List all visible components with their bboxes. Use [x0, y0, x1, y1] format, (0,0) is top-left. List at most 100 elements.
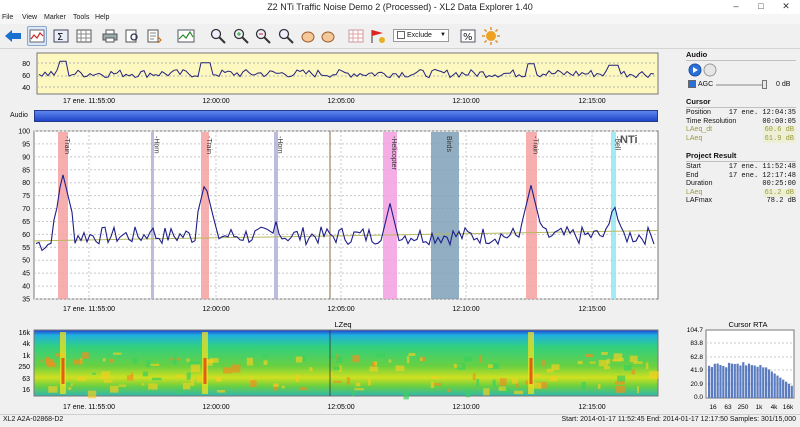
- maximize-button[interactable]: □: [758, 1, 764, 11]
- spectrogram-cell: [598, 359, 609, 367]
- spectrogram-cell: [182, 382, 191, 390]
- rta-x-tick: 63: [724, 404, 732, 411]
- minimize-button[interactable]: –: [733, 1, 739, 11]
- cursor-rta-chart[interactable]: Cursor RTA 104.7 83.8 62.8 41.9 20.9 0.0…: [678, 318, 798, 414]
- spectrogram-event: [61, 358, 65, 384]
- rta-y-tick: 41.9: [690, 367, 703, 374]
- marker-band[interactable]: [383, 132, 397, 299]
- menu-tools[interactable]: Tools: [73, 14, 90, 21]
- marker-band[interactable]: [201, 132, 209, 299]
- rta-bar: [765, 367, 768, 398]
- marker-band[interactable]: [274, 132, 278, 299]
- exclude-checkbox[interactable]: [397, 31, 405, 40]
- rta-bar: [762, 367, 765, 398]
- spectrogram-cell: [151, 377, 162, 381]
- rta-x-tick: 250: [738, 404, 749, 411]
- marker-label: Birds: [445, 136, 452, 152]
- cursor-row: LAeq 61.9 dB: [686, 134, 796, 143]
- marker-band[interactable]: [611, 132, 616, 299]
- play-icon[interactable]: [688, 63, 702, 77]
- overview-x-tick: 17 ene. 11:55:00: [63, 98, 115, 105]
- spectrogram-cell: [420, 356, 426, 362]
- sun-icon[interactable]: [481, 26, 501, 46]
- spectrogram-cell: [186, 372, 191, 380]
- cursor-row: LAeq_dt 60.6 dB: [686, 126, 796, 135]
- hand-pan-right-icon[interactable]: [318, 26, 338, 46]
- zoom-fit-icon[interactable]: [276, 26, 296, 46]
- main-level-chart[interactable]: -Train -Horn -Train -Horn -Helicopter Birds -T…: [0, 126, 670, 318]
- spectrogram-cell: [354, 388, 365, 391]
- agc-check-mark: [688, 80, 696, 88]
- spectrogram-cell: [338, 365, 342, 372]
- grid-icon[interactable]: [74, 26, 94, 46]
- spectrogram-cell: [388, 359, 392, 363]
- menu-view[interactable]: View: [22, 14, 38, 21]
- zoom-icon[interactable]: [208, 26, 228, 46]
- menu-file[interactable]: File: [2, 14, 14, 21]
- close-button[interactable]: ✕: [782, 1, 790, 11]
- marker-band[interactable]: [526, 132, 537, 299]
- spectrogram-cell: [498, 388, 507, 391]
- main-plot-area: [33, 130, 659, 300]
- spectrogram-cell: [110, 385, 119, 393]
- spectrogram-cell: [329, 355, 336, 358]
- marker-band[interactable]: [431, 132, 459, 299]
- overview-x-tick: 12:15:00: [578, 98, 605, 105]
- level-chart-icon[interactable]: [27, 26, 47, 46]
- sum-icon[interactable]: Σ: [51, 26, 71, 46]
- rta-bar: [773, 373, 776, 398]
- marker-label: -Bell: [614, 136, 621, 150]
- spectrogram-cell: [464, 356, 473, 362]
- marker-add-icon[interactable]: [368, 26, 388, 46]
- marker-band[interactable]: [151, 132, 154, 299]
- graph-icon[interactable]: [176, 26, 196, 46]
- status-range: Start: 2014-01-17 11:52:45 End: 2014-01-…: [561, 416, 796, 423]
- overview-chart[interactable]: 80 60 40 17 ene. 11:55:00 12:00:00 12:05…: [0, 49, 670, 107]
- result-row: LAeq 61.2 dB: [686, 188, 796, 197]
- zoom-out-icon[interactable]: [253, 26, 273, 46]
- export-icon[interactable]: [144, 26, 164, 46]
- marker-band[interactable]: [58, 132, 68, 299]
- cursor-key: LAeq: [686, 134, 703, 142]
- spectrogram-cell: [355, 382, 361, 387]
- spectrogram-cell: [617, 375, 626, 382]
- agc-checkbox[interactable]: AGC: [688, 80, 713, 88]
- menu-marker[interactable]: Marker: [44, 14, 66, 21]
- main-y-tick: 85: [22, 167, 30, 174]
- rta-bar: [742, 362, 745, 398]
- rta-bar: [784, 381, 788, 398]
- percent-icon[interactable]: %: [458, 26, 478, 46]
- menu-help[interactable]: Help: [95, 14, 110, 21]
- spectrogram-cell: [309, 367, 313, 372]
- main-y-tick: 50: [22, 258, 30, 265]
- zoom-in-icon[interactable]: [231, 26, 251, 46]
- spectrogram-cell: [263, 360, 268, 365]
- main-y-tick: 80: [22, 180, 30, 187]
- spectrogram-cell: [299, 387, 307, 391]
- rta-x-tick: 1k: [756, 404, 764, 411]
- print-icon[interactable]: [100, 26, 120, 46]
- hand-pan-icon[interactable]: [298, 26, 318, 46]
- audio-track[interactable]: [34, 110, 658, 122]
- spectrogram-cell: [542, 359, 545, 367]
- marker-label: -Train: [63, 136, 70, 154]
- spectrogram-cell: [369, 366, 379, 372]
- rta-bar: [710, 367, 714, 398]
- spectrogram-cell: [141, 383, 145, 386]
- stop-icon[interactable]: [703, 63, 717, 77]
- spectrogram-cell: [465, 389, 471, 398]
- back-arrow-icon[interactable]: [3, 26, 23, 46]
- print-preview-icon[interactable]: [122, 26, 142, 46]
- window-title: Z2 NTi Traffic Noise Demo 2 (Processed) …: [267, 2, 533, 12]
- table-icon[interactable]: [346, 26, 366, 46]
- gain-slider-thumb[interactable]: [762, 80, 767, 89]
- rta-bar: [750, 365, 753, 398]
- spectrogram-cell: [92, 372, 96, 375]
- spectrogram-cell: [456, 362, 466, 370]
- spectrogram-chart[interactable]: LZeq 16k 4k 1k 250 63 16 17 ene. 11:55:0…: [0, 318, 670, 414]
- spectrogram-y-tick: 63: [22, 376, 30, 383]
- exclude-dropdown[interactable]: Exclude ▼: [393, 29, 449, 42]
- rta-bar: [753, 365, 756, 398]
- gain-slider-track[interactable]: [716, 84, 766, 86]
- rta-bar: [759, 364, 762, 398]
